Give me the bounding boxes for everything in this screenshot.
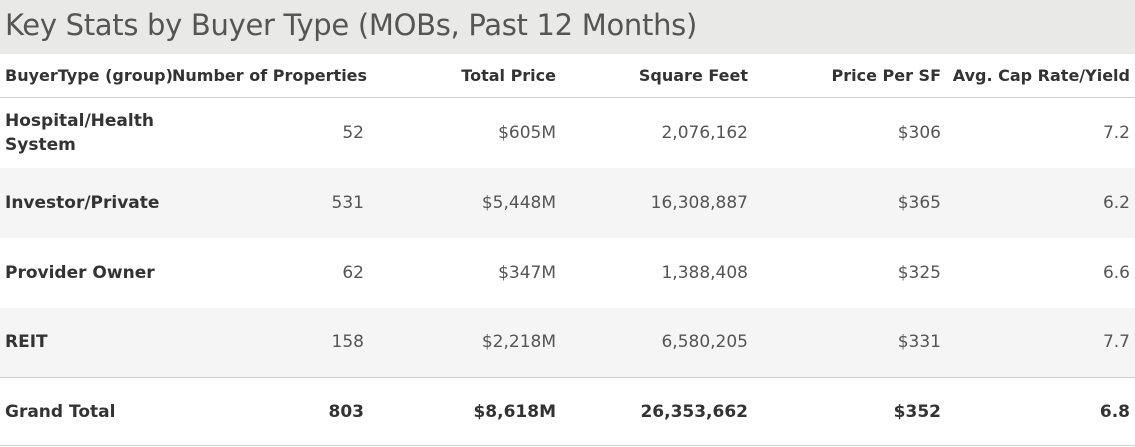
buyer-type-cell: Investor/Private [0, 167, 167, 238]
number-of-properties-cell: 158 [167, 307, 369, 378]
cap-rate-cell: 6.2 [946, 167, 1135, 238]
title-bar: Key Stats by Buyer Type (MOBs, Past 12 M… [0, 0, 1135, 54]
grand-total-label: Grand Total [0, 377, 167, 446]
total-price-per-sf: $352 [753, 377, 946, 446]
number-of-properties-cell: 531 [167, 167, 369, 238]
number-of-properties-cell: 62 [342, 262, 364, 283]
price-per-sf-cell: $306 [897, 122, 941, 143]
total-price-cell: $5,448M [369, 167, 561, 238]
price-per-sf-cell: $365 [753, 167, 946, 238]
column-header-number-of-properties[interactable]: Number of Properties [167, 54, 369, 98]
stats-table: BuyerType (group) Number of Properties T… [0, 54, 1135, 446]
total-price-cell: $347M [498, 262, 556, 283]
total-price-cell: $2,218M [369, 307, 561, 378]
cap-rate-cell: 6.6 [1102, 262, 1130, 283]
table-row[interactable]: Investor/Private 531 $5,448M 16,308,887 … [0, 167, 1135, 238]
square-feet-cell: 6,580,205 [561, 307, 753, 378]
square-feet-cell: 1,388,408 [661, 262, 748, 283]
table-row[interactable]: REIT 158 $2,218M 6,580,205 $331 7.7 [0, 307, 1135, 378]
column-header-price-per-sf[interactable]: Price Per SF [753, 54, 946, 98]
table-row[interactable]: Provider Owner 62 $347M 1,388,408 $325 6… [0, 238, 1135, 308]
chart-title: Key Stats by Buyer Type (MOBs, Past 12 M… [5, 8, 697, 42]
buyer-type-cell: Provider Owner [5, 262, 155, 283]
grand-total-row[interactable]: Grand Total 803 $8,618M 26,353,662 $352 … [0, 377, 1135, 446]
column-header-total-price[interactable]: Total Price [369, 54, 561, 98]
total-total-price: $8,618M [369, 377, 561, 446]
table-row[interactable]: Hospital/Health System 52 $605M 2,076,16… [0, 98, 1135, 168]
column-header-square-feet[interactable]: Square Feet [561, 54, 753, 98]
cap-rate-cell: 7.7 [946, 307, 1135, 378]
buyer-type-cell: REIT [0, 307, 167, 378]
buyer-type-cell: Hospital/Health System [5, 110, 154, 155]
square-feet-cell: 2,076,162 [661, 122, 748, 143]
column-header-buyer-type[interactable]: BuyerType (group) [0, 54, 173, 98]
total-price-cell: $605M [498, 122, 556, 143]
cap-rate-cell: 7.2 [1102, 122, 1130, 143]
price-per-sf-cell: $325 [897, 262, 941, 283]
column-header-cap-rate[interactable]: Avg. Cap Rate/Yield [946, 54, 1135, 98]
total-cap-rate: 6.8 [946, 377, 1135, 446]
price-per-sf-cell: $331 [753, 307, 946, 378]
total-number-of-properties: 803 [167, 377, 369, 446]
header-row: BuyerType (group) Number of Properties T… [0, 54, 1135, 98]
number-of-properties-cell: 52 [342, 122, 364, 143]
total-square-feet: 26,353,662 [561, 377, 753, 446]
square-feet-cell: 16,308,887 [561, 167, 753, 238]
